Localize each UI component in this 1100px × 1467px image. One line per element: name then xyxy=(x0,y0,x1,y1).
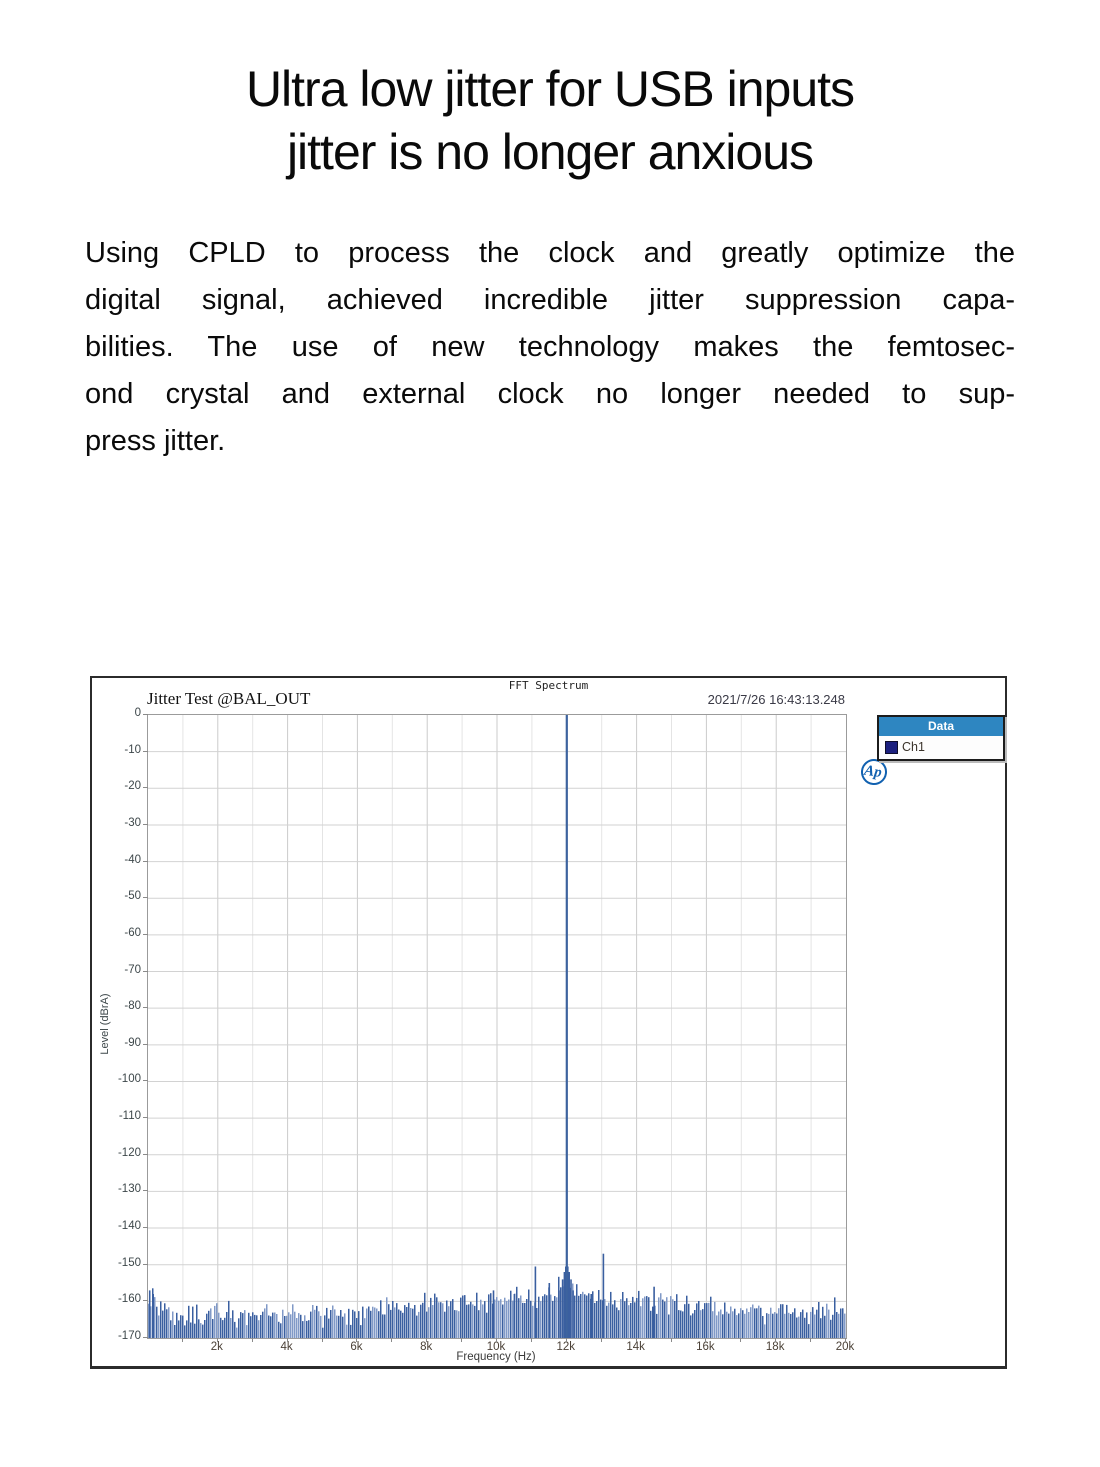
measurement-timestamp: 2021/7/26 16:43:13.248 xyxy=(707,692,845,707)
x-tick-label: 2k xyxy=(210,1341,223,1353)
x-tick-mark xyxy=(321,1338,323,1342)
y-tick-mark xyxy=(143,1080,148,1082)
fft-spectrum-figure: FFT Spectrum Jitter Test @BAL_OUT 2021/7… xyxy=(90,676,1007,1369)
legend-box: Data Ch1 xyxy=(877,715,1005,761)
x-tick-mark xyxy=(216,1338,218,1342)
y-tick-label: -160 xyxy=(117,1293,141,1306)
y-tick-label: -150 xyxy=(117,1256,141,1269)
y-tick-label: -10 xyxy=(124,743,141,756)
y-tick-label: -50 xyxy=(124,890,141,903)
fft-window-title: FFT Spectrum xyxy=(508,679,589,692)
x-tick-mark xyxy=(670,1338,672,1342)
page-title-line1: Ultra low jitter for USB inputs xyxy=(245,61,855,117)
y-tick-label: -40 xyxy=(124,853,141,866)
x-tick-mark xyxy=(496,1338,497,1342)
paragraph-line: ond crystal and external clock no longer… xyxy=(85,378,1015,410)
y-tick-mark xyxy=(143,1117,148,1119)
y-tick-label: -30 xyxy=(124,816,141,829)
legend-body: Ch1 xyxy=(879,736,1003,759)
x-tick-mark xyxy=(705,1338,707,1342)
y-tick-mark xyxy=(143,860,148,862)
x-tick-mark xyxy=(181,1338,183,1342)
y-tick-mark xyxy=(143,1007,148,1009)
paragraph-line: bilities. The use of new technology make… xyxy=(85,331,1015,363)
y-tick-label: -60 xyxy=(124,926,141,939)
x-tick-label: 18k xyxy=(765,1341,785,1353)
y-tick-label: -90 xyxy=(124,1036,141,1049)
x-tick-label: 8k xyxy=(420,1341,433,1353)
x-tick-label: 6k xyxy=(350,1341,363,1353)
y-tick-mark xyxy=(143,1263,148,1265)
paragraph-line: Using CPLD to process the clock and grea… xyxy=(85,237,1015,269)
y-tick-label: -120 xyxy=(117,1146,141,1159)
y-tick-label: -130 xyxy=(117,1183,141,1196)
x-tick-mark xyxy=(775,1338,777,1342)
x-tick-label: 4k xyxy=(280,1341,293,1353)
body-paragraph: Using CPLD to process the clock and grea… xyxy=(85,230,1015,465)
page-title: Ultra low jitter for USB inputs jitter i… xyxy=(0,58,1100,184)
y-tick-label: -170 xyxy=(117,1330,141,1342)
x-tick-label: 16k xyxy=(696,1341,715,1353)
chart-title: Jitter Test @BAL_OUT xyxy=(147,689,311,708)
y-tick-label: -70 xyxy=(124,963,141,976)
y-tick-label: -20 xyxy=(124,780,141,793)
x-tick-mark xyxy=(600,1338,602,1342)
y-tick-mark xyxy=(143,714,148,715)
legend-item: Ch1 xyxy=(885,740,997,754)
x-tick-mark xyxy=(251,1338,253,1342)
y-tick-mark xyxy=(143,970,148,972)
y-axis-title: Level (dBrA) xyxy=(99,993,111,1055)
spectrum-plot xyxy=(148,715,846,1338)
y-tick-label: -110 xyxy=(118,1110,141,1123)
paragraph-line: press jitter. xyxy=(85,425,226,457)
y-tick-label: -140 xyxy=(117,1220,141,1233)
y-tick-label: -80 xyxy=(124,1000,141,1013)
x-tick-label: 10k xyxy=(486,1341,506,1353)
y-tick-mark xyxy=(143,750,148,752)
legend-header: Data xyxy=(879,717,1003,736)
x-axis-title: Frequency (Hz) xyxy=(456,1351,536,1363)
y-tick-mark xyxy=(143,823,148,825)
x-tick-mark xyxy=(391,1338,393,1342)
page-title-line2: jitter is no longer anxious xyxy=(286,124,814,180)
x-tick-mark xyxy=(635,1338,637,1342)
paragraph-line: digital signal, achieved incredible jitt… xyxy=(85,284,1015,316)
y-tick-mark xyxy=(143,1227,148,1229)
y-tick-mark xyxy=(143,1153,148,1155)
x-tick-mark xyxy=(565,1338,567,1342)
y-tick-mark xyxy=(143,897,148,899)
x-tick-mark xyxy=(845,1338,846,1342)
x-tick-mark xyxy=(356,1338,358,1342)
y-tick-mark xyxy=(143,1337,148,1338)
x-tick-mark xyxy=(426,1338,428,1342)
y-tick-mark xyxy=(143,787,148,789)
y-tick-label: -100 xyxy=(117,1073,141,1086)
x-tick-label: 20k xyxy=(835,1341,855,1353)
x-tick-mark xyxy=(740,1338,742,1342)
y-tick-label: 0 xyxy=(134,707,141,719)
y-tick-mark xyxy=(143,1300,148,1302)
x-tick-mark xyxy=(461,1338,463,1342)
plot-area: Ap xyxy=(147,714,889,1339)
legend-swatch-icon xyxy=(885,740,898,754)
x-tick-label: 14k xyxy=(626,1341,645,1353)
audio-precision-logo-icon: Ap xyxy=(859,757,889,787)
y-tick-mark xyxy=(143,933,148,935)
x-tick-mark xyxy=(530,1338,532,1342)
x-tick-mark xyxy=(810,1338,812,1342)
y-tick-mark xyxy=(143,1190,148,1192)
y-tick-mark xyxy=(143,1043,148,1045)
legend-item-label: Ch1 xyxy=(902,740,925,754)
x-tick-label: 12k xyxy=(556,1341,576,1353)
x-tick-mark xyxy=(286,1338,288,1342)
